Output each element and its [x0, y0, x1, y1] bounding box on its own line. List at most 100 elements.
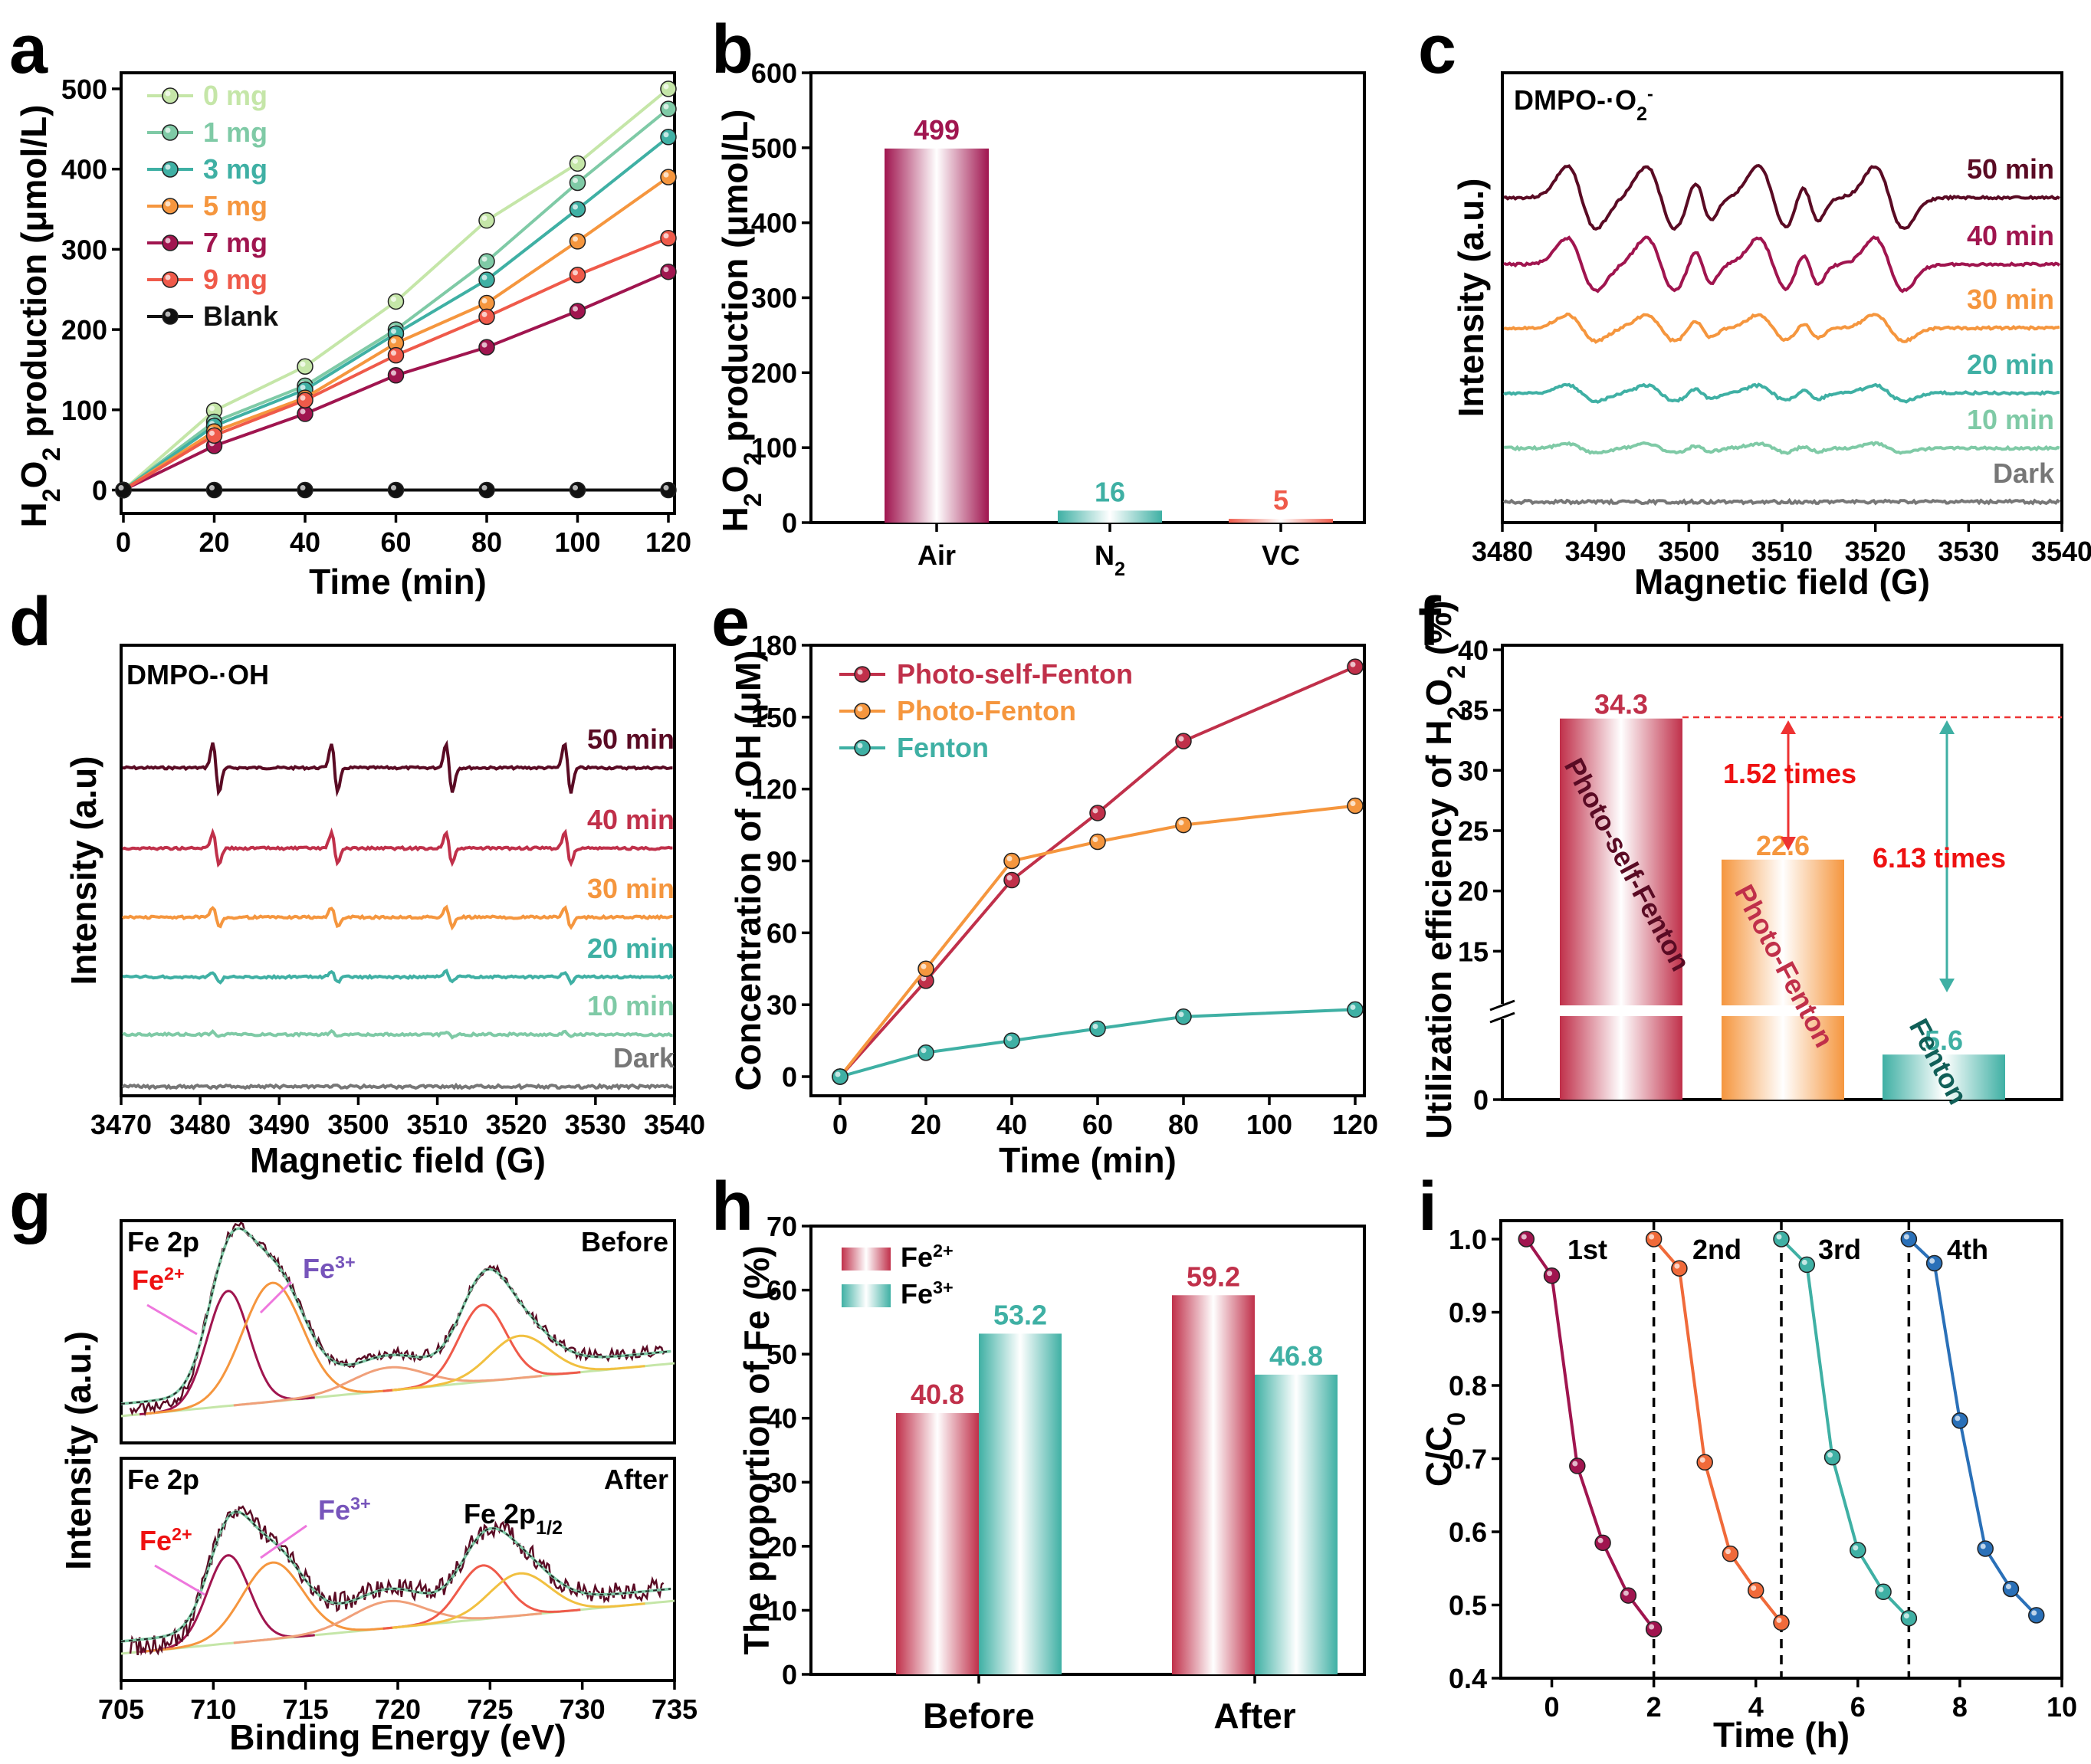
- data-point: [297, 392, 313, 408]
- y-tick-label: 600: [751, 57, 797, 89]
- x-tick-label: 3540: [2031, 536, 2091, 567]
- data-point: [1347, 797, 1364, 815]
- x-tick-label: 20: [199, 526, 229, 558]
- plot-frame: [809, 644, 1366, 1097]
- plot-frame: [120, 1219, 676, 1444]
- x-tick-label: 80: [1168, 1109, 1199, 1140]
- bar-Photo-self-Fenton: [1560, 718, 1682, 1100]
- data-point: [478, 271, 495, 288]
- point-highlight: [209, 485, 215, 491]
- data-point: [569, 233, 586, 250]
- data-point: [205, 481, 223, 499]
- point-highlight: [1649, 1234, 1655, 1240]
- text-part: 2: [1636, 103, 1647, 125]
- x-tick-label: 10: [2047, 1691, 2077, 1723]
- point-highlight: [857, 669, 863, 675]
- point-highlight: [1597, 1537, 1604, 1543]
- x-tick-label: 2: [1646, 1691, 1662, 1723]
- data-point: [1823, 1448, 1841, 1466]
- point-highlight: [663, 172, 669, 178]
- point-highlight: [857, 743, 863, 749]
- data-point: [1977, 1540, 1994, 1557]
- data-point: [1089, 1020, 1106, 1038]
- y-tick-label: 20: [1458, 876, 1489, 907]
- legend-label: Photo-Fenton: [897, 695, 1076, 726]
- text-part: Fe: [132, 1264, 164, 1296]
- data-point: [205, 427, 223, 444]
- x-tick-label: 725: [467, 1694, 513, 1725]
- panel-label-h: h: [711, 1169, 753, 1245]
- point-highlight: [481, 256, 487, 262]
- data-point: [660, 80, 677, 97]
- chart-root: a b cd e fg h i0 20 40 60 80 100 1200100200300400500…: [9, 11, 2091, 1757]
- series-line: [1908, 1238, 2038, 1617]
- text-part: 2: [1443, 707, 1470, 720]
- point-highlight: [1751, 1585, 1757, 1591]
- trace-label: 40 min: [1967, 220, 2054, 251]
- data-point: [1003, 852, 1020, 870]
- x-tick-label: 120: [645, 526, 691, 558]
- point-highlight: [921, 975, 927, 982]
- y-tick-label: 1.0: [1449, 1224, 1487, 1255]
- y-tick-label: 60: [766, 917, 797, 949]
- text-part: (%): [1419, 601, 1459, 665]
- spectrum-trace: [122, 827, 673, 868]
- text-part: production (μmol/L): [14, 104, 54, 447]
- x-axis-label: Binding Energy (eV): [229, 1717, 566, 1757]
- data-point: [1773, 1614, 1790, 1631]
- legend-marker: [162, 124, 179, 141]
- data-point: [478, 308, 495, 326]
- x-tick-label: 4: [1748, 1691, 1764, 1723]
- x-tick-label: 60: [380, 526, 411, 558]
- plot-frame: [120, 1457, 676, 1682]
- x-tick-label: 3530: [565, 1109, 626, 1140]
- legend-marker: [162, 271, 179, 288]
- y-tick-label: 0.7: [1449, 1444, 1487, 1475]
- point-highlight: [835, 1071, 841, 1077]
- y-tick-label: 0.8: [1449, 1370, 1487, 1402]
- fe2-label: Fe2+: [140, 1524, 192, 1556]
- ratio-annotation: 1.52 times: [1723, 758, 1856, 789]
- y-tick-label: 500: [751, 133, 797, 164]
- x-tick-label: 3490: [1565, 536, 1627, 567]
- text-part: N: [1095, 539, 1114, 571]
- x-tick-label: 3480: [169, 1109, 231, 1140]
- point-highlight: [481, 274, 487, 280]
- text-part: 2: [38, 488, 65, 502]
- data-point: [917, 960, 934, 977]
- bar-value-label: 53.2: [993, 1299, 1047, 1330]
- point-highlight: [1350, 801, 1356, 807]
- panel-label-d: d: [9, 584, 51, 661]
- text-part: 2+: [164, 1264, 185, 1284]
- x-tick-label: 710: [190, 1694, 236, 1725]
- point-highlight: [391, 370, 396, 376]
- point-highlight: [165, 201, 171, 207]
- point-highlight: [663, 233, 669, 239]
- data-point: [660, 263, 677, 280]
- data-point: [387, 481, 405, 499]
- panel-label-f: f: [1418, 584, 1442, 661]
- spectrum-trace: [1503, 312, 2060, 344]
- data-point: [1722, 1545, 1739, 1562]
- data-point: [1900, 1609, 1918, 1627]
- peak-label: Fe 2p1/2: [464, 1498, 563, 1539]
- bar-Fe2+-Before: [896, 1413, 979, 1674]
- data-point: [569, 155, 586, 172]
- text-part: H: [14, 502, 54, 527]
- bar-value-label: 5.6: [1925, 1025, 1963, 1056]
- envelope-fit: [120, 1227, 671, 1405]
- legend-label: 9 mg: [203, 264, 268, 295]
- x-tick-label: 60: [1082, 1109, 1113, 1140]
- x-tick-label: 735: [652, 1694, 698, 1725]
- panel-label-g: g: [9, 1169, 51, 1245]
- point-highlight: [1929, 1258, 1935, 1264]
- data-point: [297, 481, 313, 499]
- y-tick-label: 10: [766, 1595, 797, 1626]
- bar-Air: [885, 148, 989, 523]
- data-point: [1569, 1457, 1586, 1474]
- x-tick-label: 6: [1850, 1691, 1866, 1723]
- x-tick-label: 0: [1544, 1691, 1560, 1723]
- bar-value-label: 499: [914, 114, 960, 146]
- data-point: [1003, 1032, 1020, 1049]
- y-tick-label: 0: [1473, 1084, 1489, 1116]
